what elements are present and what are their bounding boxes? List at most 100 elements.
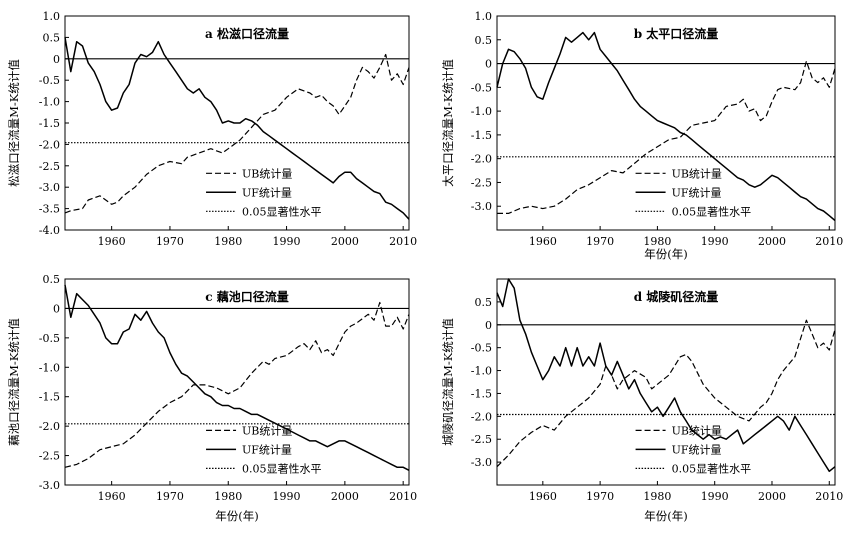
legend-entry-label: 0.05显著性水平 bbox=[242, 461, 321, 475]
ub-series-line bbox=[64, 53, 410, 214]
y-axis-title: 太平口径流量M-K统计值 bbox=[441, 59, 455, 187]
legend: UB统计量 UF统计量 0.05显著性水平 bbox=[206, 167, 322, 218]
y-tick-label: 0 bbox=[53, 53, 60, 66]
y-tick-label: -2.0 bbox=[471, 153, 492, 166]
legend-entry-label: UB统计量 bbox=[242, 424, 292, 437]
x-tick-label: 1970 bbox=[156, 235, 184, 248]
y-tick-label: -2.5 bbox=[471, 433, 492, 446]
legend: UB统计量 UF统计量 0.05显著性水平 bbox=[635, 167, 752, 218]
ub-series-line bbox=[64, 301, 410, 468]
x-tick-label: 1970 bbox=[156, 490, 184, 503]
x-tick-label: 2000 bbox=[331, 490, 359, 503]
x-tick-label: 2000 bbox=[758, 235, 786, 248]
x-tick-label: 1990 bbox=[273, 235, 301, 248]
y-tick-label: -3.0 bbox=[471, 200, 492, 213]
y-tick-label: 0 bbox=[53, 302, 60, 315]
x-tick-label: 1990 bbox=[273, 490, 301, 503]
y-tick-label: -0.5 bbox=[39, 74, 60, 87]
uf-series-line bbox=[64, 284, 410, 471]
x-tick-label: 1990 bbox=[701, 235, 729, 248]
y-tick-label: -2.0 bbox=[471, 410, 492, 423]
x-tick-label: 1980 bbox=[214, 235, 242, 248]
y-tick-label: -2.0 bbox=[39, 138, 60, 151]
y-tick-label: 0.5 bbox=[43, 31, 61, 44]
legend-entry-label: UF统计量 bbox=[242, 443, 292, 456]
y-tick-label: -0.5 bbox=[39, 332, 60, 345]
ub-series-line bbox=[497, 60, 836, 214]
x-tick-label: 2010 bbox=[815, 235, 843, 248]
y-tick-label: 1.0 bbox=[43, 10, 61, 23]
chart-panel-1: 1.0 0.5 0 -0.5 -1.0 -1.5 -2.0 -2.5 -3.0 -3.5 -4.0 1… bbox=[7, 10, 417, 248]
ub-series-line bbox=[496, 319, 836, 468]
uf-series-line bbox=[496, 31, 836, 222]
y-tick-label: -2.5 bbox=[39, 160, 60, 173]
legend-entry-label: UF统计量 bbox=[242, 186, 292, 199]
y-tick-label: 0.5 bbox=[475, 34, 493, 47]
x-tick-label: 1990 bbox=[701, 490, 729, 503]
y-tick-label: -1.5 bbox=[39, 117, 60, 130]
legend-entry-label: UF统计量 bbox=[672, 186, 722, 199]
x-tick-label: 1960 bbox=[98, 490, 126, 503]
y-tick-label: -3.0 bbox=[471, 456, 492, 469]
x-tick-label: 2000 bbox=[758, 490, 786, 503]
legend: UB统计量 UF统计量 0.05显著性水平 bbox=[635, 424, 752, 475]
legend-entry-label: UB统计量 bbox=[672, 424, 722, 437]
legend-entry-label: 0.05显著性水平 bbox=[672, 461, 752, 475]
panel-title: b 太平口径流量 bbox=[634, 26, 719, 41]
x-tick-label: 1960 bbox=[529, 235, 557, 248]
legend: UB统计量 UF统计量 0.05显著性水平 bbox=[206, 424, 322, 475]
y-tick-label: -0.5 bbox=[471, 81, 492, 94]
x-tick-label: 1980 bbox=[214, 490, 242, 503]
panel-title: a 松滋口径流量 bbox=[205, 26, 289, 41]
y-tick-label: -1.5 bbox=[471, 129, 492, 142]
y-tick-label: 1.0 bbox=[475, 10, 493, 23]
panel-title: d 城陵矶径流量 bbox=[634, 289, 719, 304]
y-tick-label: -1.0 bbox=[471, 365, 492, 378]
x-tick-label: 1970 bbox=[586, 490, 614, 503]
panel-title: c 藕池口径流量 bbox=[205, 289, 289, 304]
x-tick-label: 1980 bbox=[643, 490, 671, 503]
y-axis-title: 城陵矶径流量M-K统计值 bbox=[441, 318, 455, 446]
y-tick-label: -1.5 bbox=[39, 391, 60, 404]
y-axis-title: 藕池口径流量M-K统计值 bbox=[7, 318, 21, 446]
uf-series-line bbox=[64, 37, 410, 220]
legend-entry-label: 0.05显著性水平 bbox=[242, 204, 321, 218]
legend-entry-label: UB统计量 bbox=[242, 167, 292, 180]
chart-panel-3: 0.5 0 -0.5 -1.0 -1.5 -2.0 -2.5 -3.0 1960 1970 1980… bbox=[7, 273, 417, 523]
x-axis-title: 年份(年) bbox=[644, 247, 687, 261]
y-tick-label: -2.5 bbox=[471, 176, 492, 189]
y-tick-label: -1.0 bbox=[39, 96, 60, 109]
y-tick-label: -1.5 bbox=[471, 387, 492, 400]
plot-frame bbox=[64, 278, 410, 486]
y-tick-label: -3.0 bbox=[39, 181, 60, 194]
x-tick-label: 1960 bbox=[529, 490, 557, 503]
y-axis-title: 松滋口径流量M-K统计值 bbox=[7, 59, 21, 187]
uf-series-line bbox=[496, 278, 836, 473]
chart-panel-2: 1.0 0.5 0 -0.5 -1.0 -1.5 -2.0 -2.5 -3.0 1960 1970 1… bbox=[441, 10, 843, 261]
y-tick-label: 0 bbox=[485, 58, 492, 71]
y-tick-label: -2.5 bbox=[39, 450, 60, 463]
x-tick-label: 1980 bbox=[643, 235, 671, 248]
plot-frame bbox=[496, 278, 836, 486]
x-tick-label: 2010 bbox=[389, 490, 417, 503]
y-tick-label: -3.5 bbox=[39, 203, 60, 216]
y-tick-label: -2.0 bbox=[39, 420, 60, 433]
plot-frame bbox=[496, 15, 836, 231]
y-tick-label: -1.0 bbox=[39, 361, 60, 374]
x-tick-label: 1970 bbox=[586, 235, 614, 248]
legend-entry-label: UB统计量 bbox=[672, 167, 722, 180]
x-axis-title: 年份(年) bbox=[644, 509, 687, 523]
y-tick-label: 0.5 bbox=[475, 296, 493, 309]
x-tick-label: 2000 bbox=[331, 235, 359, 248]
legend-entry-label: UF统计量 bbox=[672, 443, 722, 456]
y-tick-label: -0.5 bbox=[471, 342, 492, 355]
y-tick-label: -3.0 bbox=[39, 479, 60, 492]
legend-entry-label: 0.05显著性水平 bbox=[672, 204, 752, 218]
x-tick-label: 2010 bbox=[815, 490, 843, 503]
y-tick-label: 0 bbox=[485, 319, 492, 332]
y-tick-label: -1.0 bbox=[471, 105, 492, 118]
y-tick-label: -4.0 bbox=[39, 224, 60, 237]
x-axis-title: 年份(年) bbox=[215, 509, 258, 523]
chart-panel-4: 0.5 0 -0.5 -1.0 -1.5 -2.0 -2.5 -3.0 1960 1970 1980… bbox=[441, 278, 843, 523]
